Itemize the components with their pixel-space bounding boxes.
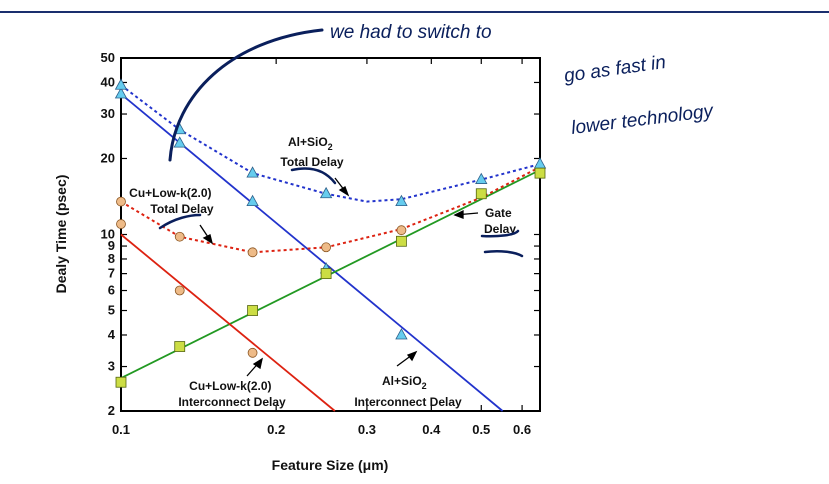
annotation-cu-interconnect: Cu+Low-k(2.0) Interconnect Delay bbox=[178, 379, 286, 409]
x-tick-label: 0.2 bbox=[267, 422, 285, 437]
marker-cu-lowk-total bbox=[116, 196, 126, 207]
marker-al-sio2-interconnect bbox=[114, 87, 128, 99]
annotation-cu-interconnect-line1: Cu+Low-k(2.0) bbox=[189, 379, 271, 393]
arrow-cu-interconnect-head bbox=[252, 357, 263, 370]
x-tick-label: 0.5 bbox=[472, 422, 490, 437]
marker-al-sio2-total bbox=[533, 157, 547, 169]
marker-al-sio2-total bbox=[114, 78, 128, 90]
ink-mark-gate-2 bbox=[483, 249, 524, 258]
marker-al-sio2-total bbox=[395, 194, 408, 206]
annotation-gate-line1: Gate bbox=[485, 206, 512, 220]
annotation-gate: Gate Delay bbox=[484, 206, 516, 236]
annotation-al-total: Al+SiO2 Total Delay bbox=[280, 135, 343, 169]
marker-gate-delay bbox=[247, 305, 258, 316]
annotation-cu-total-line1: Cu+Low-k(2.0) bbox=[129, 186, 211, 200]
y-tick-label: 3 bbox=[108, 359, 115, 374]
annotation-cu-total-line2: Total Delay bbox=[150, 202, 213, 216]
annotation-gate-line2: Delay bbox=[484, 222, 516, 236]
y-tick-label: 8 bbox=[108, 251, 115, 266]
annotation-al-total-line1: Al+SiO bbox=[288, 135, 328, 149]
series-line-cu-lowk-interconnect bbox=[120, 233, 336, 412]
annotation-al-interconnect-line2: Interconnect Delay bbox=[354, 395, 462, 409]
annotation-al-total-subscript: 2 bbox=[328, 142, 333, 152]
arrow-gate-head bbox=[453, 209, 464, 219]
annotation-arrows bbox=[199, 177, 479, 377]
x-tick-label: 0.6 bbox=[513, 422, 531, 437]
marker-al-sio2-interconnect bbox=[173, 136, 186, 148]
annotation-al-total-line2: Total Delay bbox=[280, 155, 343, 169]
y-tick-label: 9 bbox=[108, 238, 115, 253]
y-tick-label: 4 bbox=[108, 327, 116, 342]
marker-al-sio2-total bbox=[475, 172, 488, 184]
arrow-al-interconnect-head bbox=[406, 350, 418, 362]
y-axis-title: Dealy Time (psec) bbox=[53, 175, 69, 294]
arrow-cu-total-head bbox=[202, 234, 214, 245]
annotation-cu-total: Cu+Low-k(2.0) Total Delay bbox=[129, 186, 215, 216]
marker-cu-lowk-interconnect bbox=[116, 219, 126, 229]
ink-mark-gate bbox=[480, 229, 520, 238]
y-tick-label: 30 bbox=[101, 106, 115, 121]
y-tick-label: 20 bbox=[101, 150, 115, 165]
annotation-cu-interconnect-line2: Interconnect Delay bbox=[178, 395, 286, 409]
marker-cu-lowk-interconnect bbox=[247, 347, 258, 358]
annotation-al-interconnect-subscript: 2 bbox=[422, 381, 427, 391]
ink-mark-al-total bbox=[290, 167, 337, 185]
marker-al-sio2-interconnect bbox=[246, 194, 259, 206]
x-tick-label: 0.4 bbox=[422, 422, 441, 437]
marker-cu-lowk-total bbox=[247, 247, 258, 258]
ink-arc-stroke bbox=[168, 28, 324, 162]
marker-gate-delay bbox=[115, 376, 127, 388]
y-tick-label: 7 bbox=[108, 266, 115, 281]
marker-gate-delay bbox=[396, 235, 407, 247]
handwritten-line3: lower technology bbox=[570, 101, 716, 139]
y-tick-label: 2 bbox=[108, 403, 115, 418]
series-line-al-sio2-total bbox=[120, 84, 541, 203]
x-tick-label: 0.1 bbox=[112, 422, 130, 437]
marker-cu-lowk-total bbox=[396, 225, 407, 236]
marker-al-sio2-total bbox=[246, 166, 259, 178]
x-tick-label: 0.3 bbox=[358, 422, 376, 437]
marker-cu-lowk-total bbox=[321, 242, 332, 253]
handwritten-line2: go as fast in bbox=[563, 52, 667, 87]
series-markers bbox=[114, 78, 547, 388]
marker-gate-delay bbox=[174, 341, 186, 352]
annotation-al-interconnect-line1: Al+SiO bbox=[382, 374, 422, 388]
y-tick-label: 50 bbox=[101, 50, 115, 65]
marker-al-sio2-total bbox=[319, 186, 333, 199]
ink-mark-cu-total bbox=[158, 213, 202, 230]
y-tick-label: 10 bbox=[101, 227, 115, 242]
marker-cu-lowk-interconnect bbox=[174, 285, 185, 296]
y-tick-label: 5 bbox=[108, 303, 115, 318]
y-tick-label: 6 bbox=[108, 283, 115, 298]
marker-gate-delay bbox=[320, 268, 332, 280]
x-axis-title: Feature Size (μm) bbox=[272, 457, 389, 473]
marker-al-sio2-interconnect bbox=[395, 328, 408, 340]
marker-gate-delay bbox=[475, 188, 487, 200]
arrow-al-total-head bbox=[338, 186, 350, 197]
annotation-al-interconnect: Al+SiO2 Interconnect Delay bbox=[354, 374, 462, 409]
handwritten-line1: we had to switch to bbox=[330, 22, 492, 43]
y-tick-label: 40 bbox=[101, 74, 115, 89]
marker-gate-delay bbox=[534, 167, 546, 179]
marker-cu-lowk-total bbox=[174, 231, 185, 242]
